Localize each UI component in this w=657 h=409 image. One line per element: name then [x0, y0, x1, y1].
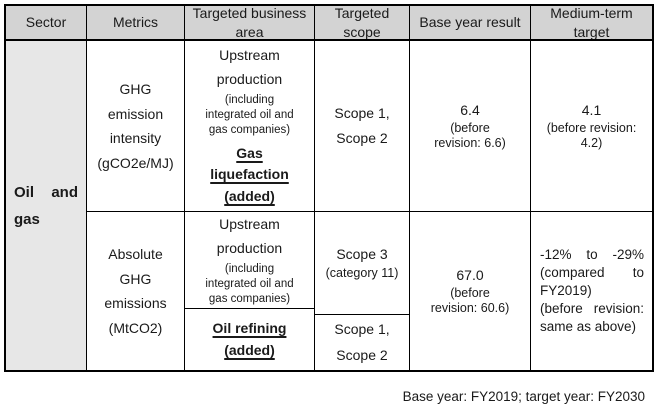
sector-label: Oil and gas	[14, 183, 78, 228]
header-targeted-scope: Targeted scope	[314, 6, 409, 41]
cell-metric-absolute-ghg: Absolute GHG emissions (MtCO2)	[86, 211, 184, 370]
cell-base-result-row2: 67.0 (before revision: 60.6)	[409, 211, 530, 370]
business-area-added-item: Oil refining (added)	[212, 319, 287, 358]
target-note: (before revision: 4.2)	[546, 120, 637, 151]
cell-metric-ghg-intensity: GHG emission intensity (gCO2e/MJ)	[86, 41, 184, 211]
base-result-note: (before revision: 60.6)	[430, 285, 510, 316]
cell-base-result-row1: 6.4 (before revision: 6.6)	[409, 41, 530, 211]
base-result-note: (before revision: 6.6)	[434, 120, 506, 151]
header-metrics: Metrics	[86, 6, 184, 41]
cell-target-row2: -12% to -29% (compared to FY2019) (befor…	[530, 211, 652, 370]
header-sector: Sector	[6, 6, 86, 41]
targets-table: Sector Metrics Targeted business area Ta…	[4, 4, 654, 372]
cell-business-area-row1: Upstream production (including integrate…	[184, 41, 314, 211]
target-range-text: -12% to -29% (compared to FY2019)	[540, 247, 644, 299]
header-targeted-business-area: Targeted business area	[184, 6, 314, 41]
target-revision-note: (before revision: same as above)	[540, 300, 644, 334]
header-base-year-result: Base year result	[409, 6, 530, 41]
cell-target-row1: 4.1 (before revision: 4.2)	[530, 41, 652, 211]
business-area-note: (including integrated oil and gas compan…	[205, 262, 294, 305]
base-target-year-footnote: Base year: FY2019; target year: FY2030	[402, 389, 645, 404]
business-area-note: (including integrated oil and gas compan…	[205, 94, 294, 137]
business-area-main: Upstream production	[216, 47, 283, 88]
business-area-oil-refining: Oil refining (added)	[185, 309, 314, 370]
target-value: 4.1	[581, 102, 602, 119]
scope-label: Scope 1, Scope 2	[334, 104, 390, 146]
header-medium-term-target: Medium-term target	[530, 6, 652, 41]
business-area-added-item: Gas liquefaction (added)	[210, 144, 289, 204]
scope-label: Scope 3	[336, 245, 388, 262]
scope-category-note: (category 11)	[325, 265, 399, 280]
cell-sector-oil-and-gas: Oil and gas	[6, 41, 86, 370]
business-area-main: Upstream production	[216, 215, 283, 256]
cell-scope-row1: Scope 1, Scope 2	[314, 41, 409, 211]
business-area-upstream: Upstream production (including integrate…	[185, 212, 314, 309]
base-result-value: 67.0	[456, 267, 484, 284]
scope-1-2-subcell: Scope 1, Scope 2	[315, 315, 409, 370]
scope-label: Scope 1, Scope 2	[334, 321, 390, 363]
base-result-value: 6.4	[460, 102, 480, 119]
cell-business-area-row2: Upstream production (including integrate…	[184, 211, 314, 370]
cell-scope-row2: Scope 3 (category 11) Scope 1, Scope 2	[314, 211, 409, 370]
scope-3-subcell: Scope 3 (category 11)	[315, 212, 409, 315]
